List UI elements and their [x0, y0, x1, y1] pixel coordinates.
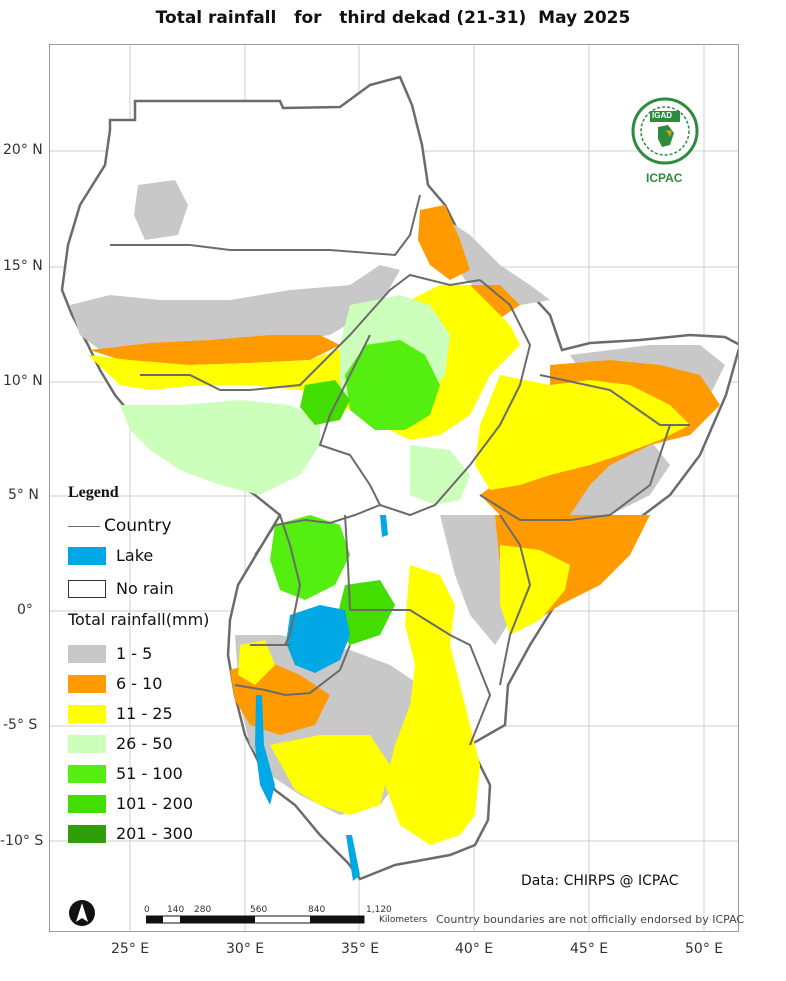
- lat-tick-5n: 5° N: [8, 487, 39, 503]
- legend-class-swatch: [68, 704, 106, 723]
- legend-class-row: 11 - 25: [68, 704, 173, 723]
- scale-label-280: 280: [194, 905, 212, 915]
- legend-class-label: 101 - 200: [116, 794, 194, 813]
- lake-malawi: [346, 835, 360, 881]
- scale-label-140: 140: [167, 905, 185, 915]
- data-credit: Data: CHIRPS @ ICPAC: [521, 873, 679, 889]
- scale-label-840: 840: [308, 905, 326, 915]
- lat-tick-15n: 15° N: [3, 258, 43, 274]
- map-title: Total rainfall for third dekad (21-31) M…: [155, 8, 631, 28]
- lat-tick-20n: 20° N: [3, 142, 43, 158]
- legend-class-swatch: [68, 734, 106, 753]
- legend-class-row: 51 - 100: [68, 764, 183, 783]
- lon-tick-30e: 30° E: [226, 941, 265, 957]
- legend-norain-label: No rain: [116, 579, 174, 598]
- country-line-swatch: [68, 525, 100, 527]
- legend-class-swatch: [68, 764, 106, 783]
- legend-class-label: 11 - 25: [116, 704, 173, 723]
- rainfall-map: [50, 45, 738, 931]
- lon-tick-25e: 25° E: [111, 941, 150, 957]
- lon-tick-40e: 40° E: [455, 941, 494, 957]
- lake-turkana: [380, 515, 388, 537]
- scale-bar: [146, 915, 365, 924]
- class-51-100-areas: [270, 340, 440, 600]
- legend-class-swatch: [68, 674, 106, 693]
- legend-class-label: 201 - 300: [116, 824, 194, 843]
- legend-rainfall-title: Total rainfall(mm): [68, 610, 210, 629]
- lon-tick-35e: 35° E: [341, 941, 380, 957]
- scale-label-1120: 1,120: [366, 905, 392, 915]
- legend-country-label: Country: [104, 516, 172, 536]
- legend-lake-label: Lake: [116, 546, 154, 565]
- legend-class-label: 6 - 10: [116, 674, 163, 693]
- legend-class-label: 51 - 100: [116, 764, 183, 783]
- legend-norain: No rain: [68, 579, 174, 598]
- lat-tick-5s: -5° S: [3, 717, 38, 733]
- lake-tanganyika: [255, 695, 275, 805]
- legend-country: Country: [68, 516, 172, 536]
- legend-title: Legend: [68, 484, 119, 501]
- lat-tick-10n: 10° N: [3, 373, 43, 389]
- lake-victoria: [286, 605, 350, 673]
- legend-class-label: 26 - 50: [116, 734, 173, 753]
- legend-class-row: 1 - 5: [68, 644, 152, 663]
- igad-emblem-icon: [631, 97, 699, 165]
- scale-label-560: 560: [250, 905, 268, 915]
- scale-label-0: 0: [144, 905, 150, 915]
- legend-class-row: 201 - 300: [68, 824, 193, 843]
- disclaimer: Country boundaries are not officially en…: [436, 913, 745, 926]
- country-boundaries: [110, 194, 690, 746]
- map-frame: IGAD ICPAC: [49, 44, 739, 932]
- lon-tick-45e: 45° E: [570, 941, 609, 957]
- lake-swatch: [68, 546, 106, 565]
- legend-lake: Lake: [68, 546, 153, 565]
- legend-class-swatch: [68, 824, 106, 843]
- legend-class-label: 1 - 5: [116, 644, 153, 663]
- lat-tick-10s: -10° S: [0, 833, 44, 849]
- legend-class-row: 101 - 200: [68, 794, 193, 813]
- norain-swatch: [68, 579, 106, 598]
- logo-bottom-text: ICPAC: [646, 171, 683, 185]
- legend-class-swatch: [68, 794, 106, 813]
- scale-unit: Kilometers: [379, 915, 428, 925]
- legend-class-row: 6 - 10: [68, 674, 162, 693]
- legend-class-row: 26 - 50: [68, 734, 173, 753]
- logo-top-text: IGAD: [652, 111, 672, 120]
- igad-icpac-logo: IGAD ICPAC: [628, 97, 702, 189]
- north-arrow-icon: [69, 900, 95, 926]
- lat-tick-0: 0°: [17, 602, 33, 618]
- legend-class-swatch: [68, 644, 106, 663]
- lon-tick-50e: 50° E: [685, 941, 724, 957]
